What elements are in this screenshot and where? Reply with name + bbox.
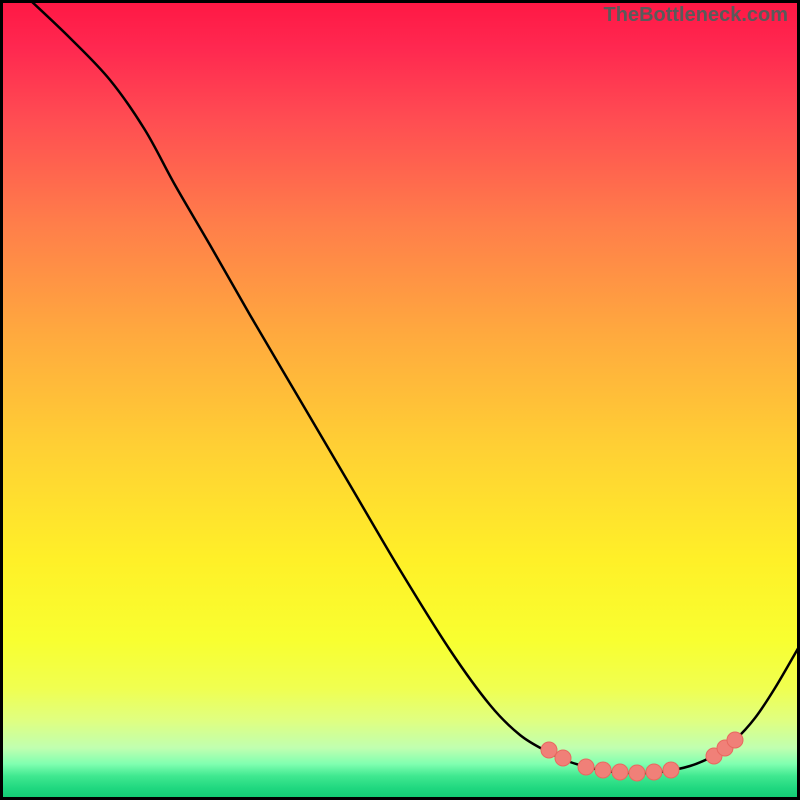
curve-marker bbox=[595, 762, 611, 778]
curve-marker bbox=[663, 762, 679, 778]
bottleneck-chart: TheBottleneck.com bbox=[0, 0, 800, 800]
curve-markers bbox=[541, 732, 743, 781]
curve-marker bbox=[629, 765, 645, 781]
curve-marker bbox=[612, 764, 628, 780]
curve-marker bbox=[727, 732, 743, 748]
curve-marker bbox=[555, 750, 571, 766]
curve-marker bbox=[541, 742, 557, 758]
curve-marker bbox=[646, 764, 662, 780]
bottleneck-curve bbox=[30, 0, 800, 773]
attribution-text: TheBottleneck.com bbox=[604, 4, 788, 27]
curve-layer bbox=[0, 0, 800, 800]
curve-marker bbox=[578, 759, 594, 775]
